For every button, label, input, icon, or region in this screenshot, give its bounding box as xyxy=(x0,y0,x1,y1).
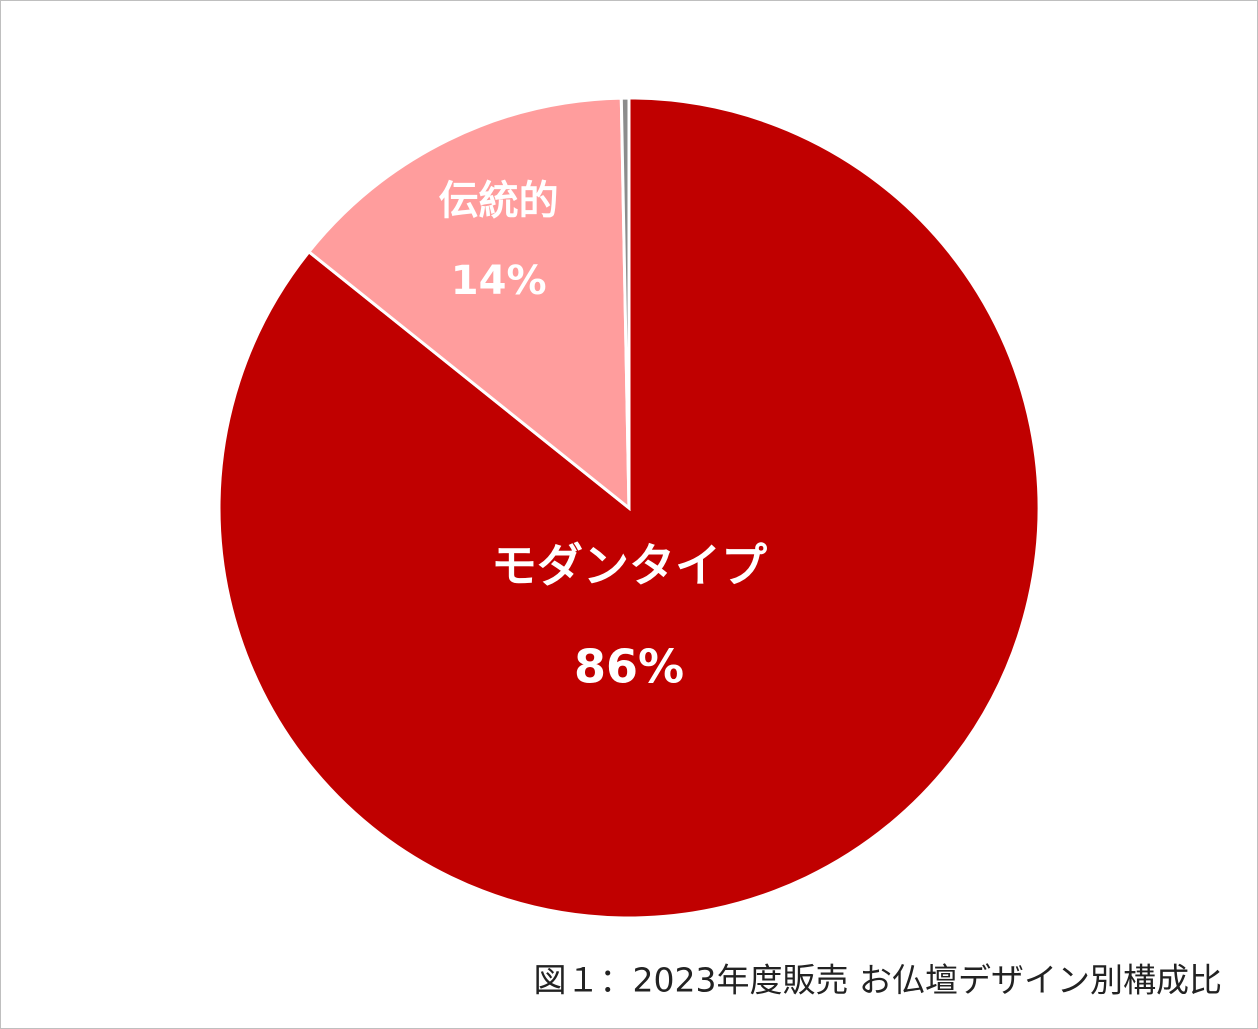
pie xyxy=(217,96,1041,920)
slice-category-label: モダンタイプ xyxy=(491,539,767,593)
chart-title: 図１：2023年度販売 お仏壇デザイン別構成比 xyxy=(534,961,1222,1000)
labels: モダンタイプ 86% 伝統的 14% xyxy=(439,178,767,694)
slice-value-label: 86% xyxy=(574,640,684,694)
pie-slice xyxy=(306,96,631,512)
pie-slice xyxy=(619,96,631,509)
slice-category-label: 伝統的 xyxy=(439,178,559,224)
slice-value-label: 14% xyxy=(451,258,547,304)
